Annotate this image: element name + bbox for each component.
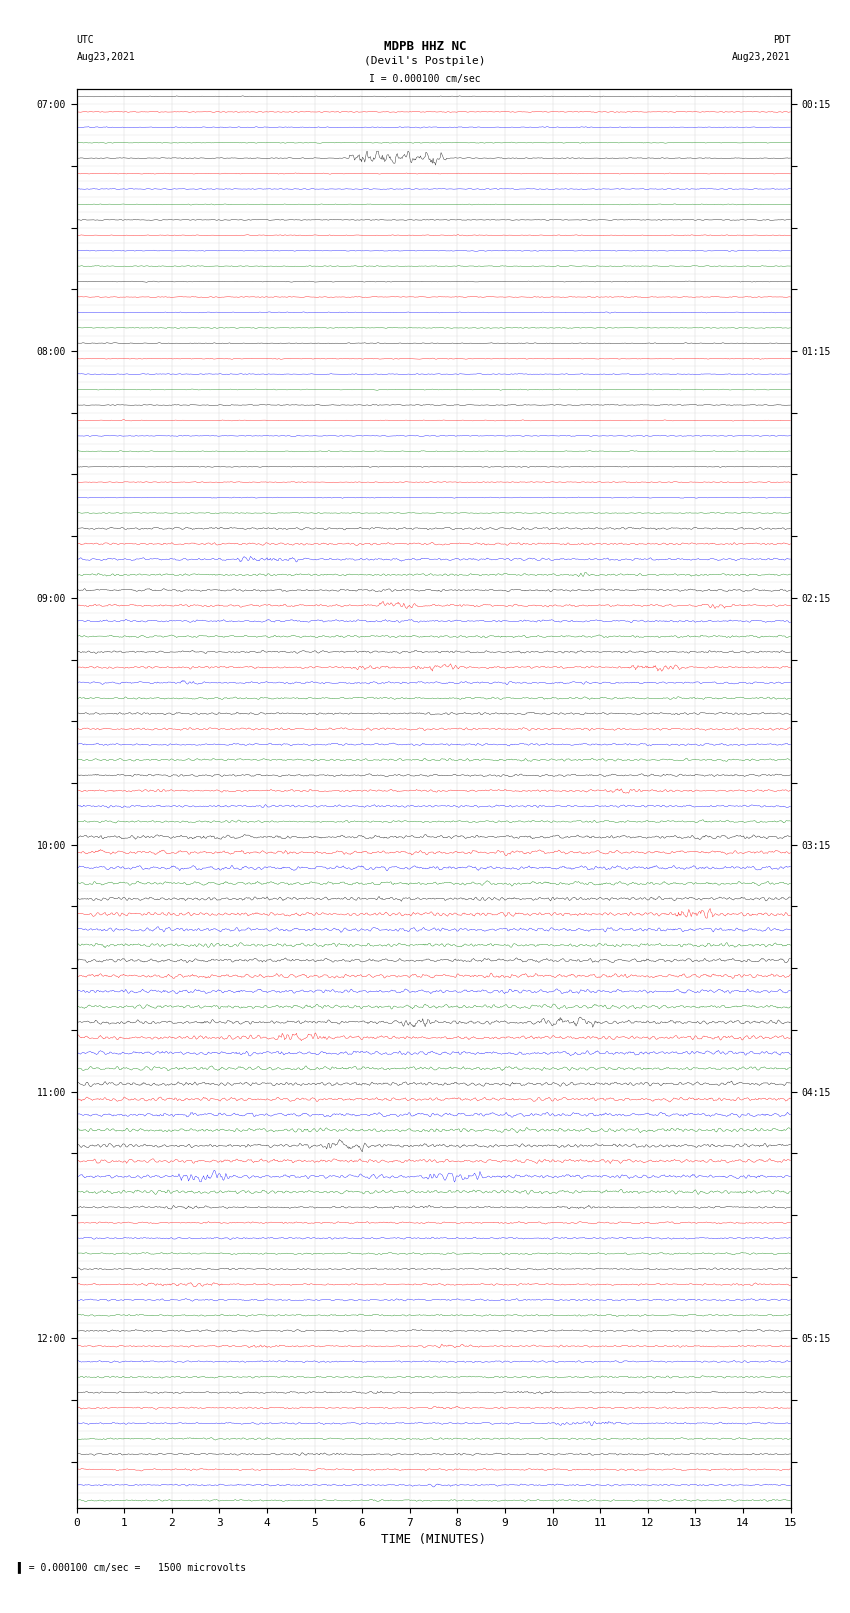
Text: ▌ = 0.000100 cm/sec =   1500 microvolts: ▌ = 0.000100 cm/sec = 1500 microvolts — [17, 1561, 246, 1573]
Text: PDT: PDT — [773, 35, 790, 45]
Text: MDPB HHZ NC: MDPB HHZ NC — [383, 40, 467, 53]
Text: I = 0.000100 cm/sec: I = 0.000100 cm/sec — [369, 74, 481, 84]
Text: (Devil's Postpile): (Devil's Postpile) — [365, 56, 485, 66]
X-axis label: TIME (MINUTES): TIME (MINUTES) — [381, 1534, 486, 1547]
Text: UTC: UTC — [76, 35, 94, 45]
Text: Aug23,2021: Aug23,2021 — [76, 52, 135, 61]
Text: Aug23,2021: Aug23,2021 — [732, 52, 791, 61]
